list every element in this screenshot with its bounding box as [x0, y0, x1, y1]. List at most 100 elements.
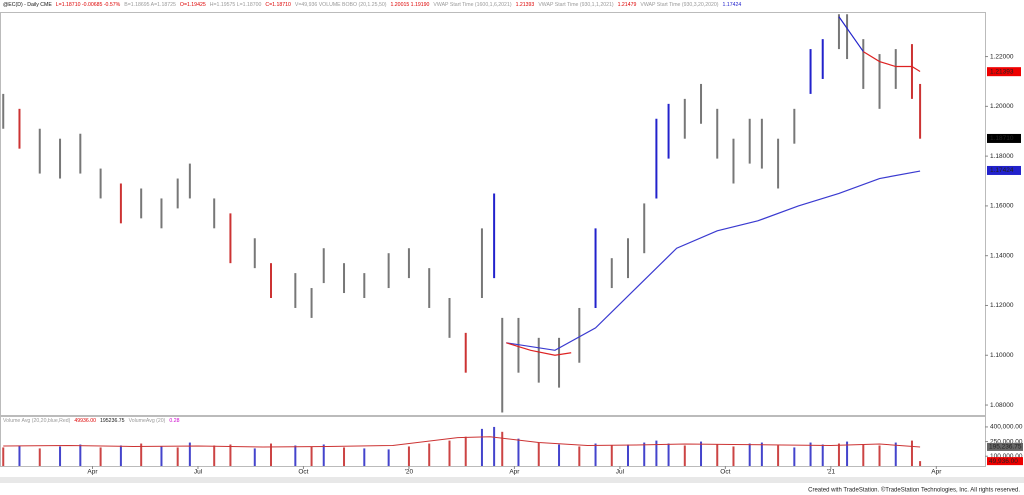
price-badge: [987, 133, 1021, 143]
header-item: VWAP Start Time (930,3,20,2020): [640, 2, 718, 8]
volume-bar: [501, 431, 504, 466]
y-tick-label: 1.14000: [990, 252, 1014, 259]
volume-bar: [558, 444, 561, 466]
volume-bar: [610, 445, 613, 466]
volume-bar: [140, 443, 143, 466]
header-item: O=1.19425: [180, 2, 206, 8]
volume-bar: [343, 447, 346, 466]
header: @EC(D) - Daily CME L=1.18710 -0.00685 -0.…: [3, 2, 741, 8]
volume-badge-label: 49,936.00: [989, 458, 1018, 465]
scroll-bar[interactable]: [0, 477, 1024, 483]
x-tick-label: Apr: [87, 469, 98, 476]
header-item: VolumeAvg (20): [129, 418, 166, 424]
volume-bar: [748, 443, 751, 466]
vwap-line: [506, 170, 921, 351]
price-badge-label: 1.18710: [990, 135, 1014, 142]
volume-bar: [878, 445, 881, 466]
volume-bar: [480, 428, 483, 466]
x-tick-label: Apr: [509, 469, 520, 476]
volume-bar: [777, 445, 780, 466]
y-tick-label: 1.18000: [990, 153, 1014, 160]
volume-bar: [428, 443, 431, 466]
volume-bar: [667, 443, 670, 466]
volume-bar: [79, 444, 82, 466]
header-item: VWAP Start Time (1600,1,6,2021): [433, 2, 511, 8]
volume-header: Volume Avg (20,20,blue,Red) 49936.00 19523…: [3, 418, 180, 424]
price-badge-label: 1.21393: [990, 68, 1014, 75]
volume-bar: [862, 444, 865, 466]
volume-bar: [846, 441, 849, 466]
y-tick-label: 1.16000: [990, 203, 1014, 210]
header-item: L=1.18710 -0.00685 -0.57%: [56, 2, 121, 8]
x-tick-label: Jul: [194, 469, 203, 476]
volume-bar: [18, 445, 21, 466]
volume-bar: [188, 442, 191, 466]
volume-bar: [821, 444, 824, 466]
volume-bar: [387, 449, 390, 466]
volume-bar: [594, 443, 597, 466]
header-item: 1.17424: [723, 2, 742, 8]
price-badge-label: 1.17424: [990, 167, 1014, 174]
volume-badge: [987, 457, 1023, 466]
volume-bar: [655, 440, 658, 466]
volume-avg-line: [3, 436, 921, 448]
header-item: VWAP Start Time (930,1,1,2021): [538, 2, 614, 8]
header-item: Volume Avg (20,20,blue,Red): [3, 418, 71, 424]
volume-badge: [987, 442, 1023, 451]
x-tick-label: Jul: [616, 469, 625, 476]
volume-bar: [294, 445, 297, 466]
header-item: 195236.75: [100, 418, 125, 424]
y-tick-label: 1.08000: [990, 402, 1014, 409]
volume-bar: [229, 444, 232, 466]
header-item: V=49,936 VOLUME BOBO (20,1.25,50): [295, 2, 387, 8]
volume-bar: [253, 448, 256, 466]
volume-bar: [760, 442, 763, 466]
header-item: 49936.00: [74, 418, 96, 424]
volume-bar: [919, 461, 922, 466]
volume-bar: [38, 448, 41, 466]
volume-bar: [910, 440, 913, 466]
vwap-line: [838, 16, 864, 52]
y-tick-label: 1.22000: [990, 53, 1014, 60]
header-item: B=1.18695 A=1.18725: [124, 2, 176, 8]
volume-bar: [643, 442, 646, 466]
footer: Created with TradeStation. ©TradeStation…: [808, 487, 1020, 494]
header-item: C=1.18710: [265, 2, 291, 8]
volume-bar: [809, 442, 812, 466]
volume-bar: [537, 442, 540, 466]
volume-bar: [59, 446, 62, 466]
volume-tick-label: 100,000.00: [990, 453, 1023, 460]
x-tick-label: Oct: [720, 469, 730, 476]
price-badge: [987, 67, 1021, 77]
price-frame: [0, 12, 986, 416]
x-tick-label: Oct: [298, 469, 308, 476]
volume-bar: [793, 447, 796, 466]
y-tick-label: 1.20000: [990, 103, 1014, 110]
volume-bar: [322, 444, 325, 466]
x-tick-label: '21: [827, 469, 836, 476]
y-tick-label: 1.10000: [990, 352, 1014, 359]
header-item: 1.20015 1.19190: [390, 2, 429, 8]
header-item: 1.21393: [516, 2, 535, 8]
volume-bar: [837, 443, 840, 466]
volume-bar: [407, 446, 410, 466]
volume-bar: [2, 447, 5, 466]
volume-bar: [716, 444, 719, 466]
volume-badge-label: 195,236.75: [989, 444, 1022, 451]
header-item: @EC(D) - Daily CME: [3, 2, 52, 8]
volume-bar: [448, 440, 451, 466]
vwap-line: [506, 342, 572, 356]
volume-bar: [363, 448, 366, 466]
x-tick-label: Apr: [931, 469, 942, 476]
volume-bar: [578, 446, 581, 466]
volume-tick-label: 400,000.00: [990, 424, 1023, 431]
header-item: H=1.19575 L=1.18700: [210, 2, 262, 8]
volume-bar: [700, 441, 703, 466]
volume-bar: [160, 446, 163, 466]
vwap-line: [862, 51, 921, 73]
volume-bar: [310, 446, 313, 466]
volume-bar: [269, 443, 272, 466]
